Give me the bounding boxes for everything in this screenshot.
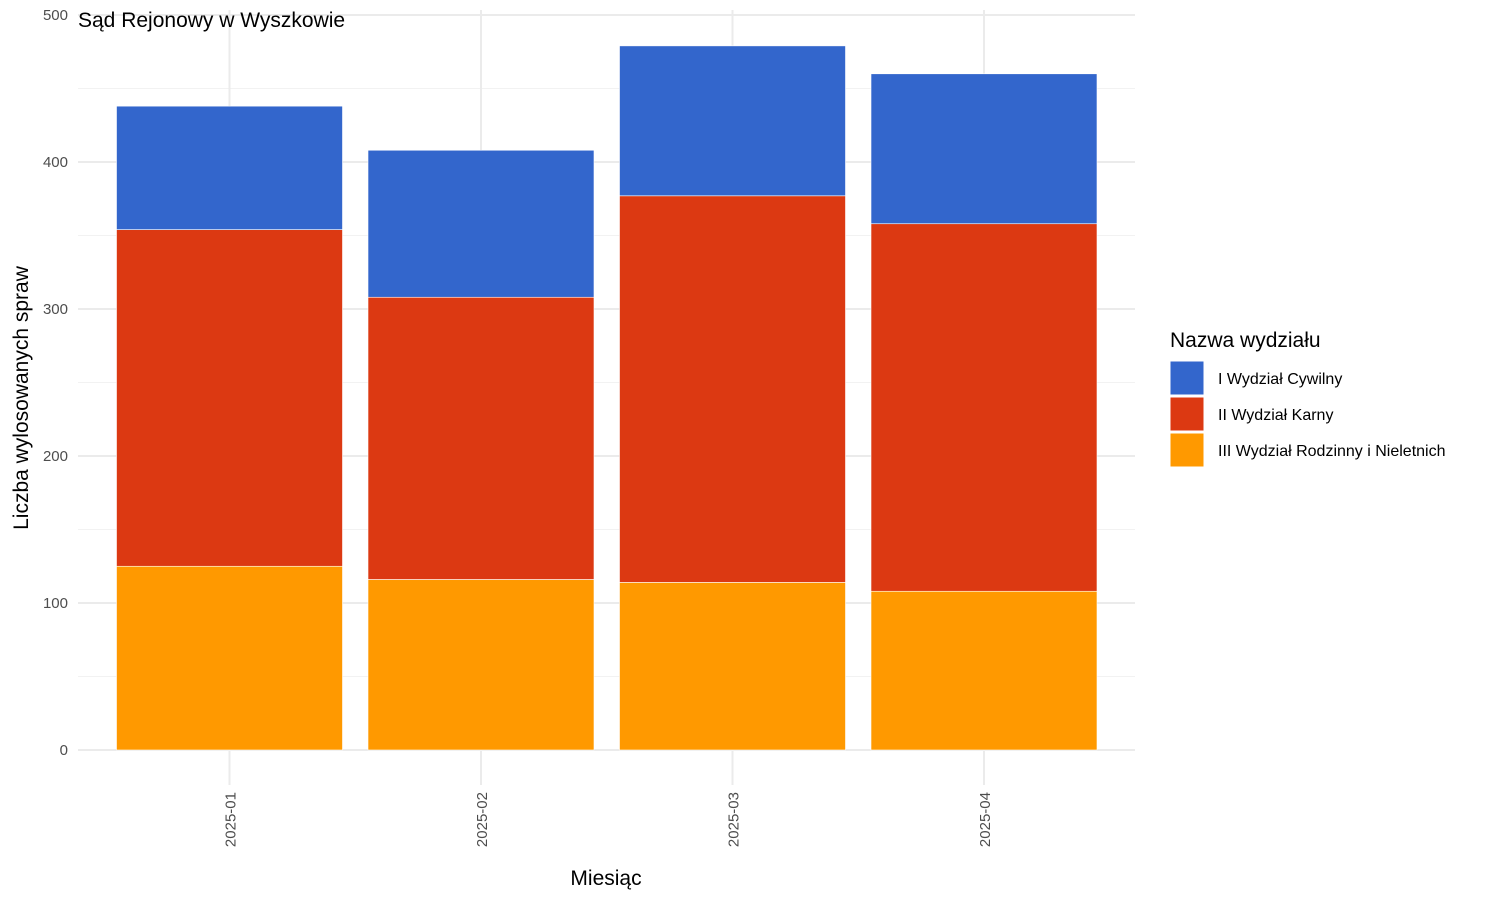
y-tick-label: 300 bbox=[43, 301, 68, 318]
y-tick-label: 0 bbox=[60, 742, 68, 759]
x-tick-label: 2025-02 bbox=[474, 792, 491, 847]
legend-swatch bbox=[1169, 360, 1205, 396]
y-tick-label: 500 bbox=[43, 7, 68, 24]
legend-swatch bbox=[1169, 396, 1205, 432]
legend-swatch bbox=[1169, 432, 1205, 468]
legend-title: Nazwa wydziału bbox=[1170, 329, 1321, 352]
bar-segment bbox=[116, 565, 343, 751]
y-tick-label: 200 bbox=[43, 448, 68, 465]
y-tick-label: 400 bbox=[43, 154, 68, 171]
bar-segment bbox=[367, 296, 595, 580]
y-tick-label: 100 bbox=[43, 595, 68, 612]
y-axis-title: Liczba wylosowanych spraw bbox=[10, 265, 33, 530]
bar-segment bbox=[619, 45, 846, 197]
y-axis-ticks: 0 100 200 300 400 500 bbox=[43, 7, 68, 759]
legend-label: II Wydział Karny bbox=[1218, 407, 1333, 424]
x-tick-label: 2025-01 bbox=[223, 792, 240, 847]
bar-segment bbox=[870, 590, 1098, 751]
bar-segment bbox=[116, 105, 343, 230]
bar-segment bbox=[367, 149, 595, 298]
bar-segment bbox=[870, 223, 1098, 592]
x-tick-label: 2025-04 bbox=[977, 792, 994, 847]
bar-segment bbox=[367, 579, 595, 751]
x-axis-title: Miesiąc bbox=[570, 867, 641, 890]
bar-segment bbox=[116, 229, 343, 567]
legend-label: I Wydział Cywilny bbox=[1218, 371, 1342, 388]
x-axis-ticks: 2025-01 2025-02 2025-03 2025-04 bbox=[223, 792, 995, 847]
legend-label: III Wydział Rodzinny i Nieletnich bbox=[1218, 443, 1446, 460]
bar-segment bbox=[870, 73, 1098, 225]
bar-segment bbox=[619, 582, 846, 751]
bar-segment bbox=[619, 195, 846, 583]
x-tick-label: 2025-03 bbox=[726, 792, 743, 847]
chart-title: Sąd Rejonowy w Wyszkowie bbox=[78, 9, 345, 32]
bars bbox=[116, 45, 1098, 751]
legend: I Wydział Cywilny II Wydział Karny III Wyd… bbox=[1169, 360, 1446, 468]
